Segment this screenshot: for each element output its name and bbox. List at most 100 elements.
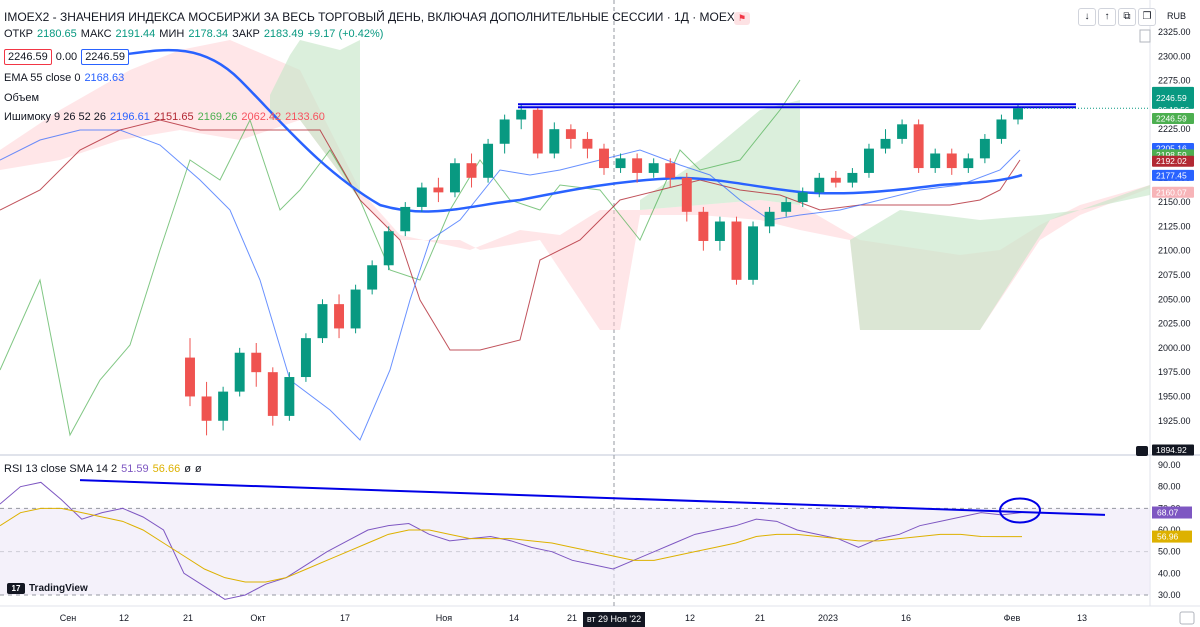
rsi-label: RSI 13 close SMA 14 2 — [4, 463, 118, 475]
sell-button[interactable]: 2246.59 — [4, 49, 52, 65]
time-tick-label: 14 — [509, 613, 519, 623]
time-tick-label: 13 — [1077, 613, 1087, 623]
crosshair-date-label: вт 29 Ноя '22 — [583, 612, 645, 627]
rsi-sma-line — [0, 507, 1022, 583]
candle-body — [665, 163, 676, 178]
tradingview-mark-icon: 17 — [7, 583, 25, 594]
candle-body — [383, 231, 394, 266]
change-value: +9.17 (+0.42%) — [307, 28, 384, 40]
candle-body — [648, 163, 659, 173]
ichimoku-span-b: 2133.60 — [285, 111, 325, 123]
price-axis-label-box — [1152, 169, 1194, 181]
time-tick-label: Окт — [250, 613, 265, 623]
ema-legend[interactable]: EMA 55 close 0 2168.63 — [4, 72, 124, 84]
flag-icon[interactable]: ⚑ — [734, 12, 750, 25]
rsi-axis-label-box — [1152, 506, 1192, 519]
candle-body — [1013, 108, 1023, 120]
arrow-up-icon[interactable]: ↑ — [1098, 8, 1116, 26]
candle-body — [714, 221, 725, 241]
candle-body — [350, 289, 361, 329]
time-tick-label: 2023 — [818, 613, 838, 623]
candle-body — [913, 124, 924, 169]
rsi-trendline — [79, 479, 1106, 516]
candle-body — [416, 187, 427, 207]
tradingview-logo[interactable]: 17 TradingView — [7, 583, 88, 594]
tradingview-text: TradingView — [29, 583, 88, 594]
rsi-tick-label: 80.00 — [1158, 482, 1181, 492]
rsi-value: 51.59 — [121, 463, 149, 475]
candle-body — [400, 206, 411, 232]
candle-body — [615, 158, 626, 169]
candle-body — [946, 153, 957, 169]
rsi-legend[interactable]: RSI 13 close SMA 14 2 51.59 56.66 ø ø — [4, 463, 202, 475]
ichimoku-lagging-line — [0, 79, 801, 437]
close-value: 2183.49 — [263, 28, 304, 40]
candle-body — [499, 119, 510, 144]
time-tick-label: 12 — [119, 613, 129, 623]
time-tick-label: 21 — [755, 613, 765, 623]
time-tick-label: 21 — [567, 613, 577, 623]
rsi-extra-2: ø — [194, 463, 202, 475]
price-tick-label: 1975.00 — [1158, 367, 1191, 377]
buy-button[interactable]: 2246.59 — [81, 49, 129, 65]
ichimoku-lagging: 2169.26 — [197, 111, 238, 123]
symbol-title[interactable]: IMOEX2 - ЗНАЧЕНИЯ ИНДЕКСА МОСБИРЖИ ЗА ВЕ… — [4, 10, 735, 24]
rsi-axis-label: 68.07 — [1157, 508, 1179, 518]
candle-body — [797, 192, 808, 203]
candle-body — [731, 221, 742, 280]
settings-icon[interactable]: ❐ — [1138, 8, 1156, 26]
currency-label[interactable]: RUB — [1166, 11, 1186, 21]
high-value: 2191.44 — [115, 28, 156, 40]
price-scale-icon — [1139, 29, 1151, 43]
open-value: 2180.65 — [37, 28, 77, 40]
candle-body — [814, 177, 825, 193]
rsi-highlight-circle — [999, 497, 1041, 524]
price-tick-label: 1925.00 — [1158, 416, 1191, 426]
candle-body — [234, 352, 245, 392]
candle-body — [698, 211, 709, 241]
time-tick-label: 21 — [183, 613, 193, 623]
candle-body — [863, 148, 874, 173]
candle-body — [251, 352, 262, 373]
rsi-line — [0, 481, 1023, 600]
time-tick-label: 12 — [685, 613, 695, 623]
ema-55-line — [119, 48, 1023, 213]
rsi-tick-label: 50.00 — [1158, 547, 1181, 557]
price-axis-label: 2246.59 — [1156, 114, 1187, 124]
candle-body — [284, 377, 295, 416]
candle-body — [979, 138, 990, 159]
candle-body — [483, 143, 494, 178]
candle-body — [334, 304, 345, 329]
candle-body — [632, 158, 643, 173]
volume-legend[interactable]: Объем — [4, 92, 39, 104]
arrow-down-icon[interactable]: ↓ — [1078, 8, 1096, 26]
ichimoku-base-line — [0, 119, 1021, 351]
candle-body — [781, 202, 792, 212]
axis-gear-icon — [1179, 611, 1195, 625]
ichimoku-base: 2151.65 — [153, 111, 194, 123]
ema-value: 2168.63 — [84, 72, 125, 84]
maximize-icon[interactable]: ⧉ — [1118, 8, 1136, 26]
countdown-label: 06:18:56 — [1158, 106, 1190, 115]
candle-body — [963, 158, 974, 169]
price-axis-label: 2205.16 — [1156, 143, 1187, 153]
sell-buy-row: 2246.59 0.00 2246.59 — [4, 49, 129, 65]
candle-body — [764, 211, 775, 227]
candle-body — [516, 109, 527, 120]
candle-body — [300, 338, 311, 378]
candle-body — [185, 357, 195, 397]
candle-body — [367, 265, 378, 290]
price-tick-label: 2050.00 — [1158, 294, 1191, 304]
candle-body — [449, 163, 460, 193]
price-tick-label: 1950.00 — [1158, 391, 1191, 401]
candle-body — [847, 172, 858, 183]
candle-body — [267, 372, 278, 416]
candle-body — [433, 187, 444, 193]
ichimoku-label: Ишимоку 9 26 52 26 — [4, 111, 107, 123]
price-axis-label: 2198.59 — [1156, 150, 1187, 160]
ichimoku-legend[interactable]: Ишимоку 9 26 52 26 2196.61 2151.65 2169.… — [4, 111, 325, 123]
low-value: 2178.34 — [188, 28, 229, 40]
open-label: ОТКР — [4, 28, 34, 40]
